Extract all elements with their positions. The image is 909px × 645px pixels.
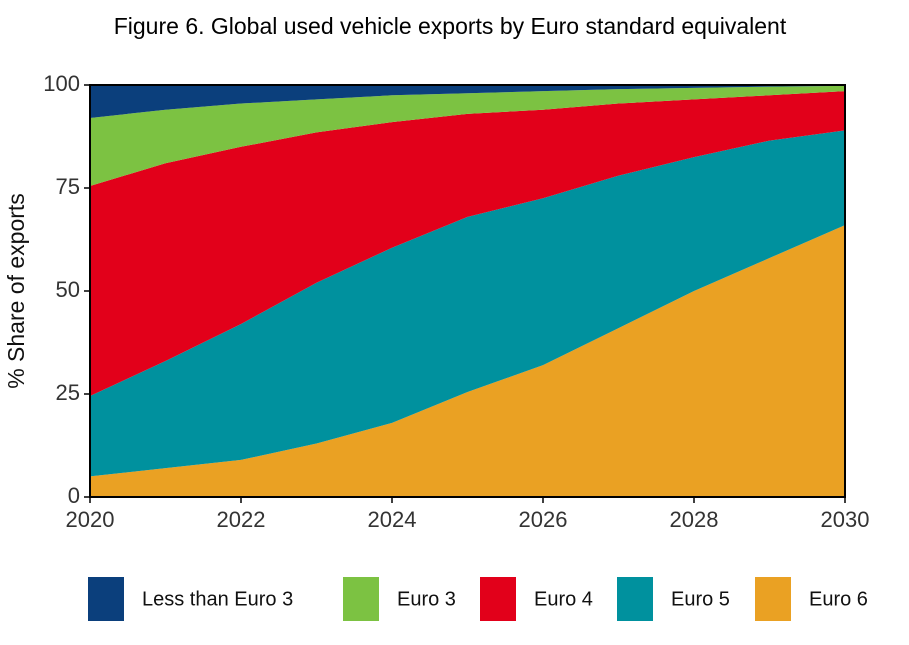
legend-swatch (480, 577, 516, 621)
legend-swatch (755, 577, 791, 621)
x-tick-label: 2024 (368, 507, 417, 532)
legend-swatch (617, 577, 653, 621)
area (90, 85, 845, 186)
area (90, 225, 845, 497)
y-tick-label: 100 (43, 71, 80, 96)
legend-label: Less than Euro 3 (142, 588, 293, 610)
x-tick-label: 2028 (670, 507, 719, 532)
legend-swatch (88, 577, 124, 621)
area (90, 85, 845, 118)
y-tick-label: 0 (68, 483, 80, 508)
x-tick-label: 2030 (821, 507, 870, 532)
chart-title: Figure 6. Global used vehicle exports by… (114, 13, 787, 39)
y-tick-label: 75 (56, 174, 80, 199)
x-tick-label: 2026 (519, 507, 568, 532)
y-tick-label: 25 (56, 380, 80, 405)
legend-label: Euro 6 (809, 588, 868, 610)
y-axis-label: % Share of exports (3, 193, 29, 389)
legend-label: Euro 5 (671, 588, 730, 610)
plot-areas (90, 85, 845, 497)
legend-swatch (343, 577, 379, 621)
x-tick-label: 2020 (66, 507, 115, 532)
legend-label: Euro 3 (397, 588, 456, 610)
area (90, 91, 845, 397)
area (90, 130, 845, 477)
y-tick-label: 50 (56, 277, 80, 302)
legend-label: Euro 4 (534, 588, 593, 610)
x-tick-label: 2022 (217, 507, 266, 532)
